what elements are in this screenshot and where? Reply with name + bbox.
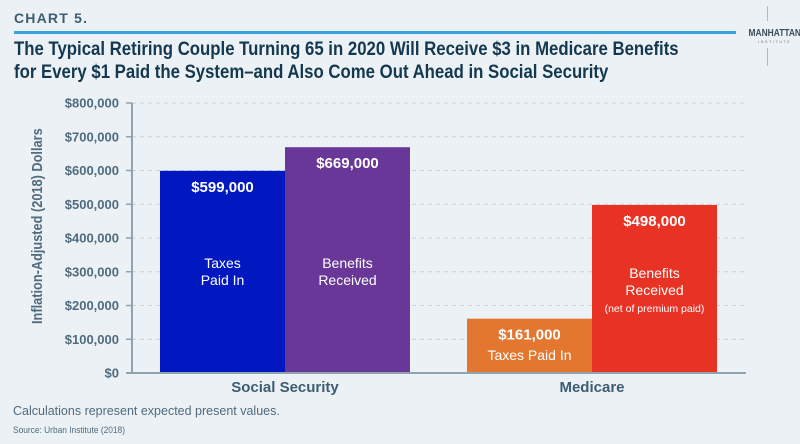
bar-benefits-received [592,204,717,373]
bar-taxes-paid-in [467,318,592,373]
bar-value-label: $161,000 [498,327,561,344]
chart-title: The Typical Retiring Couple Turning 65 i… [14,38,679,84]
bar-note-label: (net of premium paid) [605,303,705,315]
y-tick-label: $400,000 [65,231,119,246]
logo-subtitle: INSTITUTE [758,40,792,44]
bar-value-label: $599,000 [191,179,254,196]
bar-value-label: $669,000 [316,155,379,172]
footnote: Calculations represent expected present … [13,404,280,418]
logo-divider-bottom [767,48,768,66]
y-tick-label: $800,000 [65,96,119,111]
y-tick-label: $300,000 [65,264,119,279]
bar-description-label: Paid In [201,272,245,288]
y-tick-label: $500,000 [65,197,119,212]
chart-number-label: CHART 5. [14,10,89,26]
y-tick-label: $100,000 [65,332,119,347]
bar-taxes-paid-in [160,170,285,373]
y-tick-label: $0 [105,366,119,381]
bar-description-label: Received [625,282,683,298]
bar-value-label: $498,000 [623,213,686,230]
y-tick-label: $700,000 [65,129,119,144]
bar-description-label: Benefits [629,265,680,281]
logo-name: MANHATTAN [748,27,800,39]
bar-description-label: Benefits [322,255,373,271]
x-category-label: Medicare [559,379,624,396]
chart-title-line-2: for Every $1 Paid the System–and Also Co… [14,61,609,83]
chart-title-line-1: The Typical Retiring Couple Turning 65 i… [14,38,679,60]
bar-description-label: Taxes Paid In [487,347,571,363]
y-tick-label: $200,000 [65,298,119,313]
bar-description-label: Taxes [204,255,241,271]
manhattan-institute-logo: MANHATTAN INSTITUTE [742,27,800,44]
bar-benefits-received [285,147,410,373]
source-note: Source: Urban Institute (2018) [13,425,125,436]
bar-description-label: Received [318,272,376,288]
x-category-label: Social Security [231,379,339,396]
header-accent-line [14,31,736,34]
logo-divider-top [767,6,768,21]
y-tick-label: $600,000 [65,163,119,178]
